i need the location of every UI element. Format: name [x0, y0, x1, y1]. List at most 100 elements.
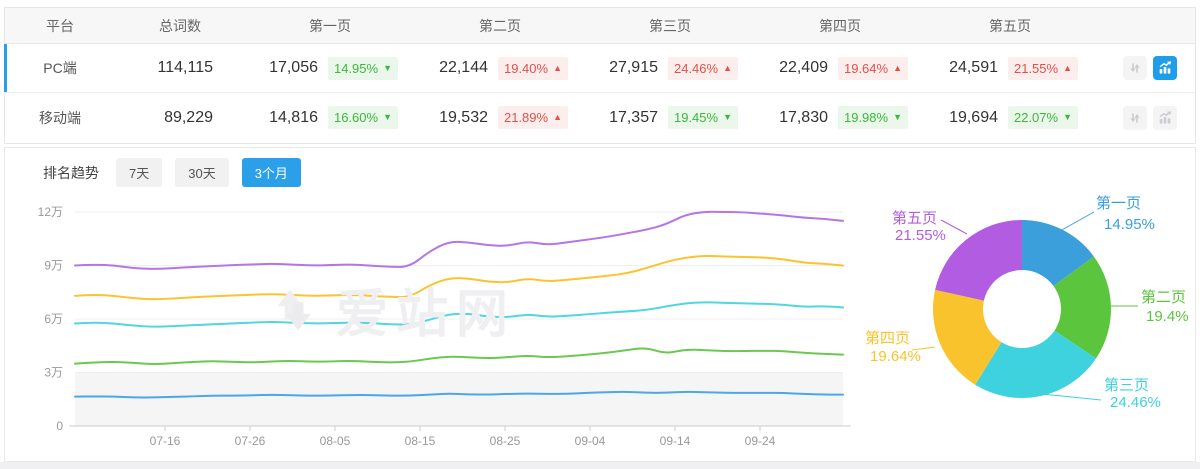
- page-2-change-badge: 19.40% ▲: [498, 56, 568, 80]
- donut-label-line: [1059, 211, 1095, 232]
- platform-name: PC端: [43, 60, 77, 76]
- page-5-count: 19,694: [949, 108, 998, 126]
- page-bottom-strip: [0, 462, 1200, 469]
- bar-chart-trend-icon: [1159, 61, 1172, 74]
- header-page-2: 第二页: [479, 17, 521, 34]
- donut-label-line: [940, 219, 968, 235]
- header-page-4: 第四页: [819, 17, 861, 34]
- donut-label-name: 第一页: [1096, 194, 1141, 212]
- page-4-count: 17,830: [779, 108, 828, 126]
- donut-slice-5[interactable]: [935, 220, 1022, 301]
- donut-label-percent: 14.95%: [1104, 216, 1155, 233]
- page-4-count: 22,409: [779, 59, 828, 76]
- trend-line-purple: [74, 210, 844, 270]
- donut-slice-4[interactable]: [932, 289, 1002, 385]
- donut-label-name: 第三页: [1104, 376, 1149, 394]
- up-down-arrows-icon: [1130, 112, 1140, 123]
- x-tick-label: 07-16: [150, 434, 181, 448]
- page-4-change-badge: 19.98% ▼: [838, 106, 908, 129]
- range-button-7d[interactable]: 7天: [116, 158, 163, 187]
- compare-sort-button[interactable]: [1123, 56, 1147, 80]
- x-tick-label: 09-04: [575, 434, 606, 448]
- trend-arrow-icon: ▼: [723, 112, 732, 122]
- compare-sort-button[interactable]: [1123, 105, 1147, 130]
- header-page-3: 第三页: [649, 17, 691, 34]
- trend-arrow-icon: ▲: [553, 112, 562, 122]
- page-3-count: 17,357: [609, 108, 658, 126]
- page-3-change-badge: 19.45% ▼: [668, 106, 738, 129]
- y-tick-label: 6万: [44, 312, 63, 326]
- up-down-arrows-icon: [1130, 63, 1140, 73]
- range-button-30d[interactable]: 30天: [175, 158, 229, 187]
- header-page-1: 第一页: [309, 17, 351, 34]
- trend-section-title: 排名趋势: [43, 164, 99, 181]
- page-3-count: 27,915: [609, 59, 658, 76]
- y-tick-label: 3万: [44, 366, 63, 380]
- x-tick-label: 09-24: [745, 434, 776, 448]
- trend-arrow-icon: ▲: [893, 62, 902, 73]
- trend-line-yellow: [74, 254, 844, 301]
- page-2-change-badge: 21.89% ▲: [498, 106, 568, 129]
- y-tick-label: 12万: [38, 205, 63, 219]
- donut-label-percent: 21.55%: [895, 227, 946, 244]
- page-distribution-donut-chart: 第一页 14.95% 第二页 19.4% 第三页 24.46% 第四页 19.64% 第五页 21…: [857, 184, 1197, 436]
- donut-slice-3[interactable]: [975, 330, 1097, 399]
- rank-trend-section: 排名趋势 7天 30天 3个月 0 3万 6万 9万 12万 07-16 07-26 08-0…: [4, 147, 1196, 462]
- trend-arrow-icon: ▲: [1063, 62, 1072, 73]
- donut-slice-2[interactable]: [1053, 256, 1112, 359]
- page-1-count: 17,056: [269, 59, 318, 76]
- table-row-pc[interactable]: PC端 114,115 17,056 14.95% ▼ 22,144 19.40%…: [4, 44, 1195, 93]
- page-3-change-badge: 24.46% ▲: [668, 56, 738, 80]
- x-tick-label: 08-25: [490, 434, 521, 448]
- header-page-5: 第五页: [989, 17, 1031, 34]
- platform-name: 移动端: [39, 109, 81, 126]
- trend-chart-button[interactable]: [1153, 56, 1177, 80]
- donut-label-line: [1041, 393, 1102, 401]
- donut-label-percent: 19.64%: [870, 348, 921, 365]
- x-tick-label: 07-26: [235, 434, 266, 448]
- trend-line-cyan: [74, 301, 844, 328]
- page-1-change-badge: 14.95% ▼: [328, 56, 398, 80]
- page-2-count: 22,144: [439, 59, 488, 76]
- page-1-count: 14,816: [269, 108, 318, 126]
- page-4-change-badge: 19.64% ▲: [838, 56, 908, 80]
- table-row-mobile[interactable]: 移动端 89,229 14,816 16.60% ▼ 19,532 21.89% ▲…: [5, 93, 1195, 142]
- bar-chart-trend-icon: [1159, 110, 1172, 124]
- trend-arrow-icon: ▼: [383, 62, 392, 73]
- trend-arrow-icon: ▲: [553, 62, 562, 73]
- donut-label-name: 第五页: [892, 209, 937, 227]
- donut-label-percent: 19.4%: [1146, 308, 1189, 325]
- page-5-change-badge: 22.07% ▼: [1008, 106, 1078, 129]
- trend-header: 排名趋势 7天 30天 3个月: [43, 158, 301, 187]
- trend-line-chart-svg: 0 3万 6万 9万 12万 07-16 07-26 08-05 08-15 08-25 09-04…: [38, 205, 851, 448]
- x-tick-label: 08-05: [320, 434, 351, 448]
- page-1-change-badge: 16.60% ▼: [328, 106, 398, 129]
- trend-line-chart: 0 3万 6万 9万 12万 07-16 07-26 08-05 08-15 08-25 09-04…: [5, 184, 861, 456]
- table-header-row: 平台 总词数 第一页 第二页 第三页 第四页 第五页: [5, 8, 1195, 44]
- page-5-change-badge: 21.55% ▲: [1008, 56, 1078, 80]
- trend-line-blue: [74, 390, 844, 399]
- platform-rank-table: 平台 总词数 第一页 第二页 第三页 第四页 第五页 PC端 114,115 1…: [4, 7, 1196, 144]
- trend-arrow-icon: ▼: [893, 112, 902, 122]
- donut-label-name: 第四页: [865, 329, 910, 347]
- total-words-value: 114,115: [157, 59, 213, 76]
- trend-arrow-icon: ▲: [723, 62, 732, 73]
- y-tick-label: 9万: [44, 259, 63, 273]
- trend-chart-button[interactable]: [1153, 105, 1177, 130]
- trend-arrow-icon: ▼: [383, 112, 392, 122]
- x-tick-label: 08-15: [405, 434, 436, 448]
- header-platform: 平台: [46, 17, 74, 34]
- range-button-3m[interactable]: 3个月: [241, 158, 301, 187]
- x-tick-label: 09-14: [660, 434, 691, 448]
- donut-label-line: [911, 346, 936, 351]
- donut-slice-1[interactable]: [1022, 220, 1094, 286]
- trend-arrow-icon: ▼: [1063, 112, 1072, 122]
- low-band: [75, 372, 843, 426]
- donut-label-percent: 24.46%: [1110, 394, 1161, 411]
- total-words-value: 89,229: [164, 108, 213, 126]
- y-tick-label: 0: [56, 419, 63, 433]
- donut-label-name: 第二页: [1141, 288, 1186, 306]
- page-5-count: 24,591: [949, 59, 998, 76]
